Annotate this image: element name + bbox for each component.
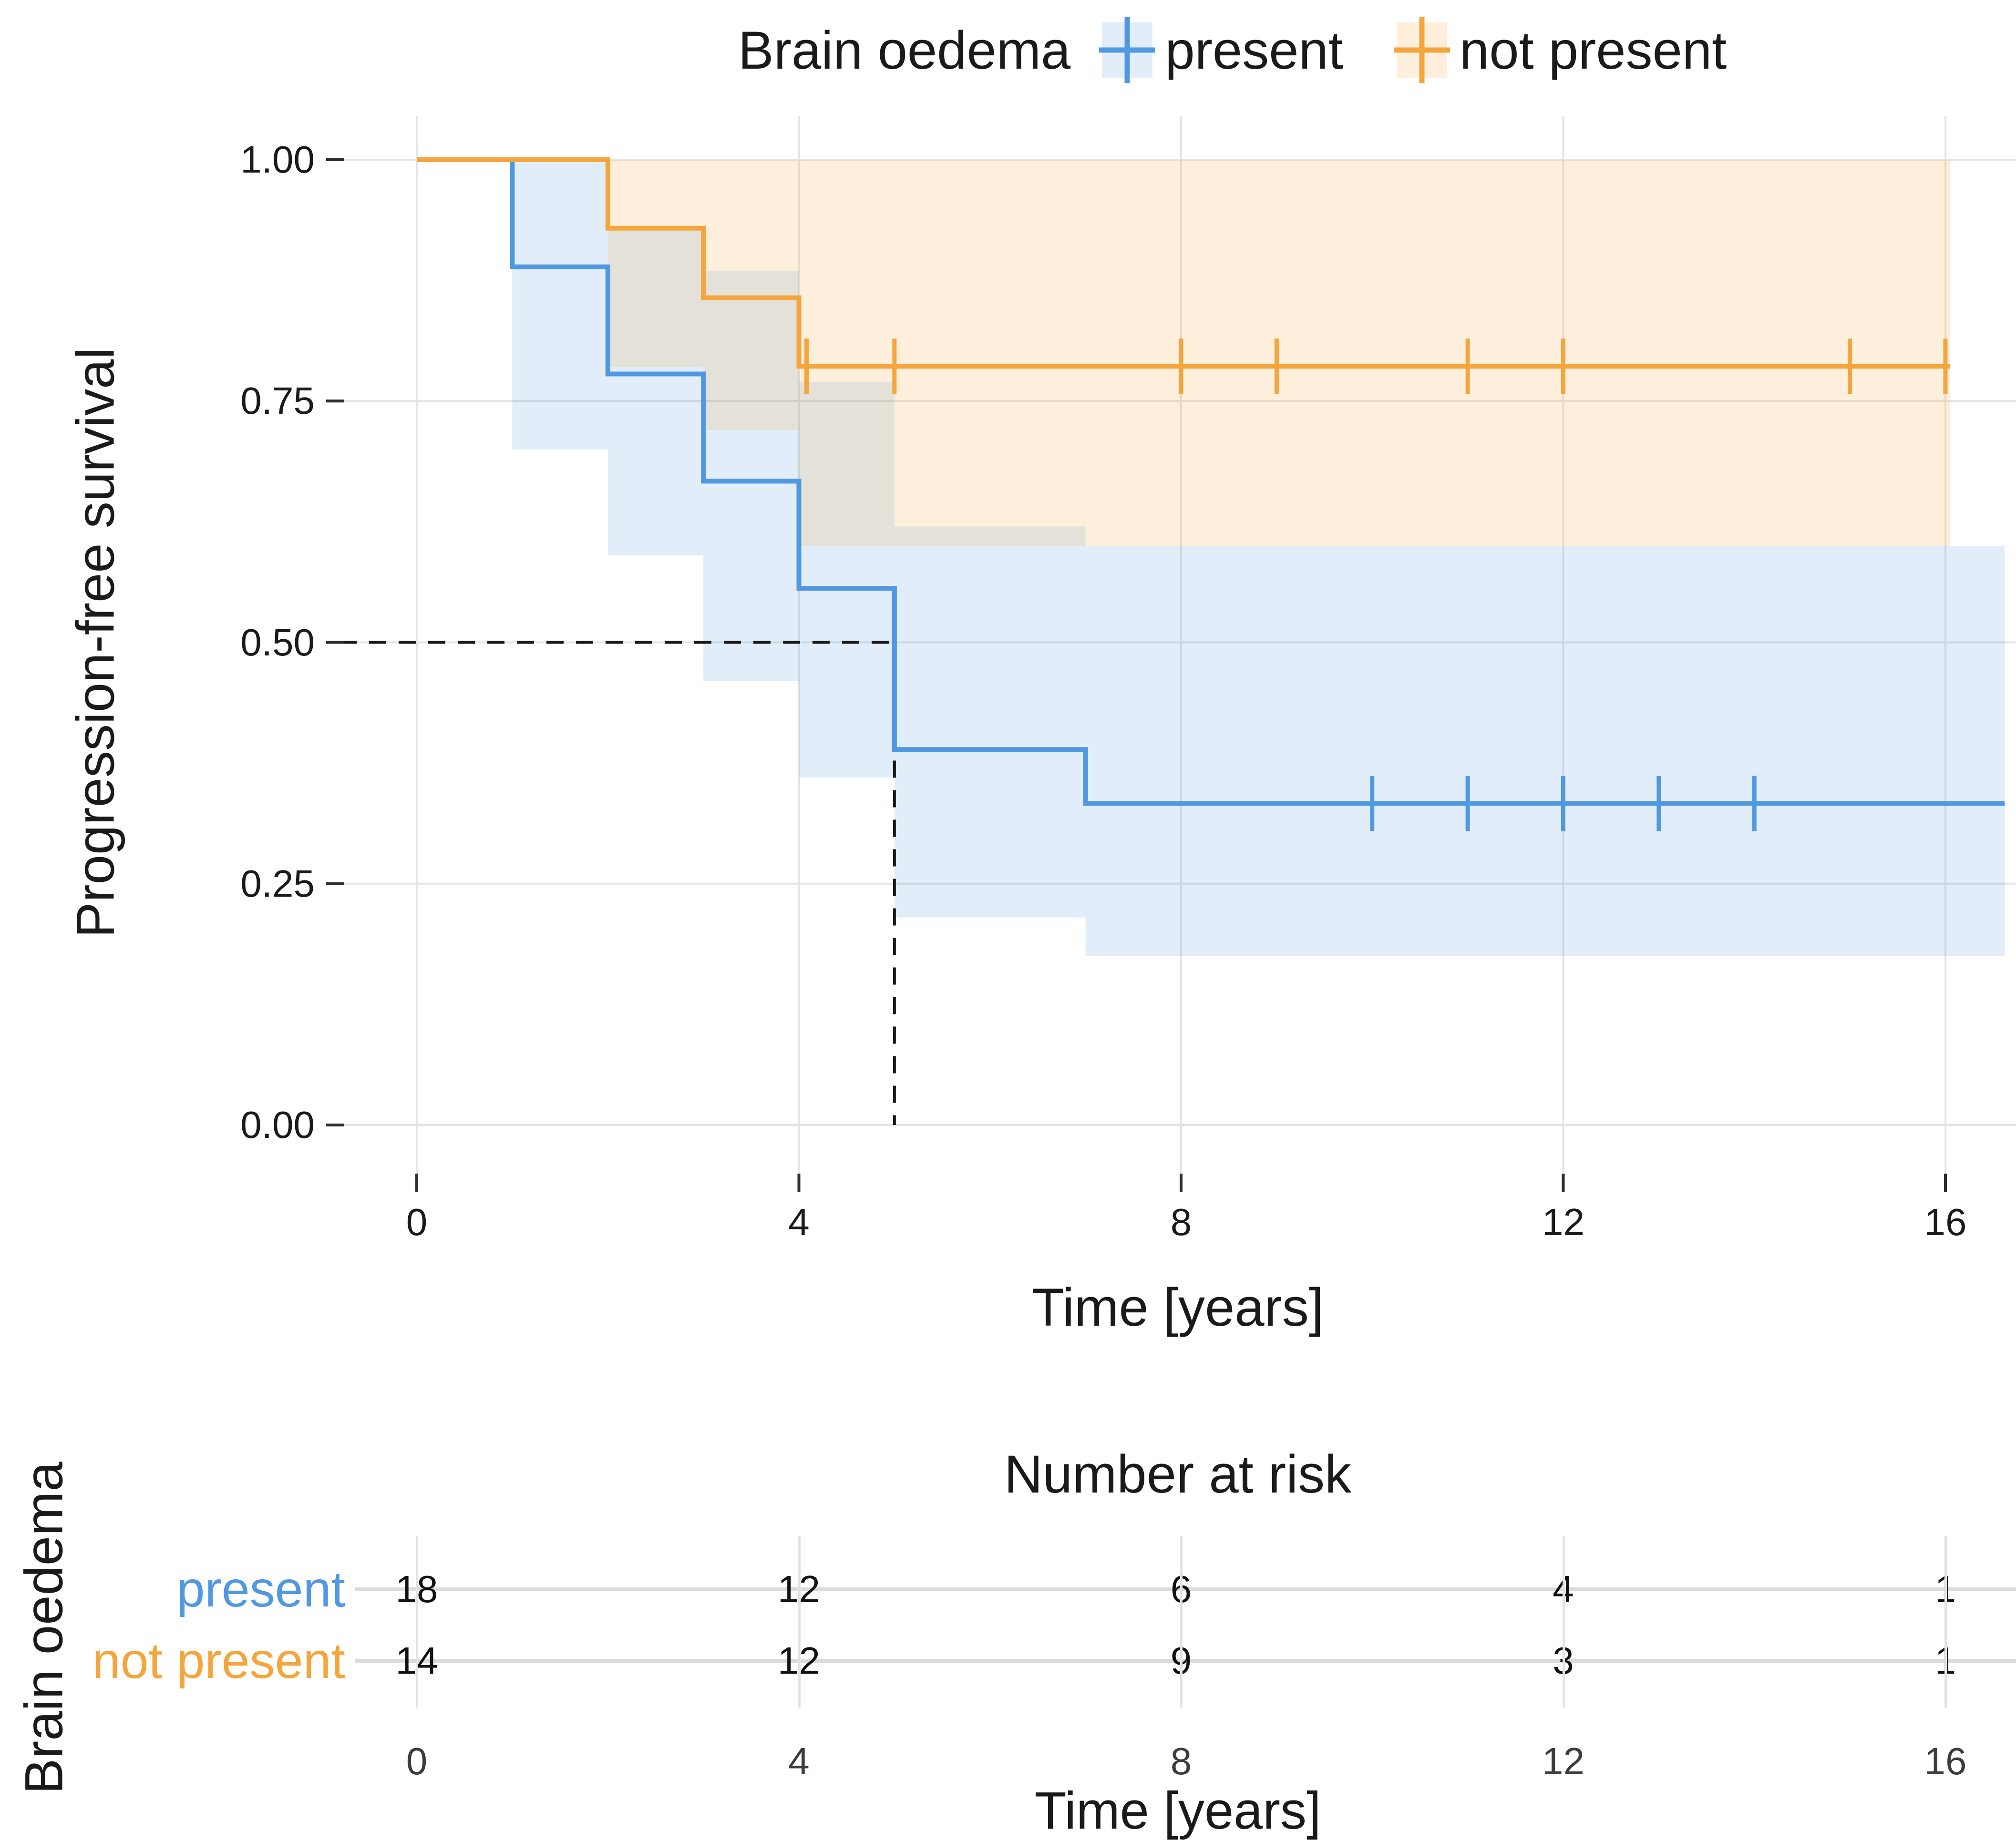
censor-cross-icon [1393,17,1450,83]
risk-table-gridline [1944,1536,1947,1708]
risk-table-tick-label: 12 [1542,1740,1584,1782]
risk-table-group-axis-title: Brain oedema [14,1462,74,1794]
survival-plot-panel [326,116,2016,1192]
survival-curve [417,157,1951,369]
risk-table-x-axis-title: Time [years] [1034,1781,1321,1840]
risk-table-tick-label: 4 [788,1740,810,1782]
x-tick-label: 8 [1170,1201,1192,1243]
risk-table-gridline [1562,1536,1565,1708]
y-tick-label: 0.75 [240,379,315,422]
x-axis-title: Time [years] [1032,1278,1324,1337]
risk-row-line [355,1659,2016,1663]
censor-cross-icon [1099,17,1156,83]
y-tick-label: 0.00 [240,1104,315,1146]
risk-table-tick-label: 0 [406,1740,428,1782]
legend-item-present: present [1099,17,1343,83]
y-axis-title: Progression-free survival [65,347,125,938]
y-tick-label: 0.25 [240,862,315,905]
risk-table-gridline [798,1536,801,1708]
risk-table-tick-label: 8 [1170,1740,1192,1782]
cross-horizontal [1099,47,1156,53]
y-tick-label: 0.50 [240,621,315,664]
cross-horizontal [1393,47,1450,53]
legend-label-not-present: not present [1459,20,1727,80]
risk-row-line [355,1587,2016,1591]
legend: Brain oedema present not present [738,12,1727,88]
risk-table-tick-label: 16 [1924,1740,1967,1782]
x-tick-label: 4 [788,1201,810,1243]
survival-curve [417,157,2005,806]
legend-item-not-present: not present [1393,17,1727,83]
x-tick-label: 12 [1542,1201,1584,1243]
legend-label-present: present [1165,20,1343,80]
risk-table-title: Number at risk [1004,1444,1352,1504]
x-tick-label: 16 [1924,1201,1967,1243]
risk-table-gridline [416,1536,418,1708]
risk-table-gridline [1180,1536,1183,1708]
ci-band [512,160,2005,956]
risk-row-label-not-present: not present [92,1633,345,1689]
risk-row-label-present: present [176,1561,345,1617]
y-tick-label: 1.00 [240,138,315,181]
ci-band [607,160,1951,546]
legend-title: Brain oedema [738,20,1071,80]
x-tick-label: 0 [406,1201,428,1243]
